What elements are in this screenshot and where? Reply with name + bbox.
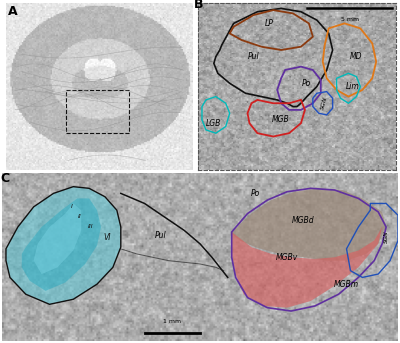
- Polygon shape: [232, 188, 386, 261]
- Text: VI: VI: [103, 233, 111, 241]
- Text: C: C: [0, 172, 9, 185]
- Text: LGB: LGB: [206, 119, 222, 128]
- Text: MGBm: MGBm: [334, 280, 359, 289]
- Text: Pul: Pul: [154, 231, 166, 240]
- Text: A: A: [8, 5, 18, 18]
- Polygon shape: [232, 227, 382, 308]
- Text: MGBd: MGBd: [292, 216, 314, 225]
- Text: Po: Po: [251, 189, 260, 198]
- Text: SGN: SGN: [384, 231, 389, 244]
- Text: B: B: [194, 0, 204, 11]
- Text: Lim: Lim: [346, 82, 359, 91]
- Text: MGBv: MGBv: [276, 253, 298, 262]
- Text: I: I: [70, 204, 72, 209]
- Text: II: II: [77, 214, 81, 220]
- Text: MD: MD: [350, 52, 363, 61]
- Text: 5 mm: 5 mm: [341, 17, 360, 22]
- Text: Po: Po: [302, 79, 312, 88]
- Text: SGN: SGN: [320, 96, 329, 110]
- Bar: [66, 90, 129, 133]
- Text: MGB: MGB: [272, 115, 290, 125]
- Text: Pul: Pul: [248, 52, 259, 61]
- Polygon shape: [22, 198, 101, 291]
- Polygon shape: [6, 187, 121, 304]
- Text: III: III: [88, 225, 94, 229]
- Text: 1 mm: 1 mm: [163, 319, 181, 324]
- Text: LP: LP: [265, 19, 274, 28]
- Polygon shape: [34, 203, 81, 274]
